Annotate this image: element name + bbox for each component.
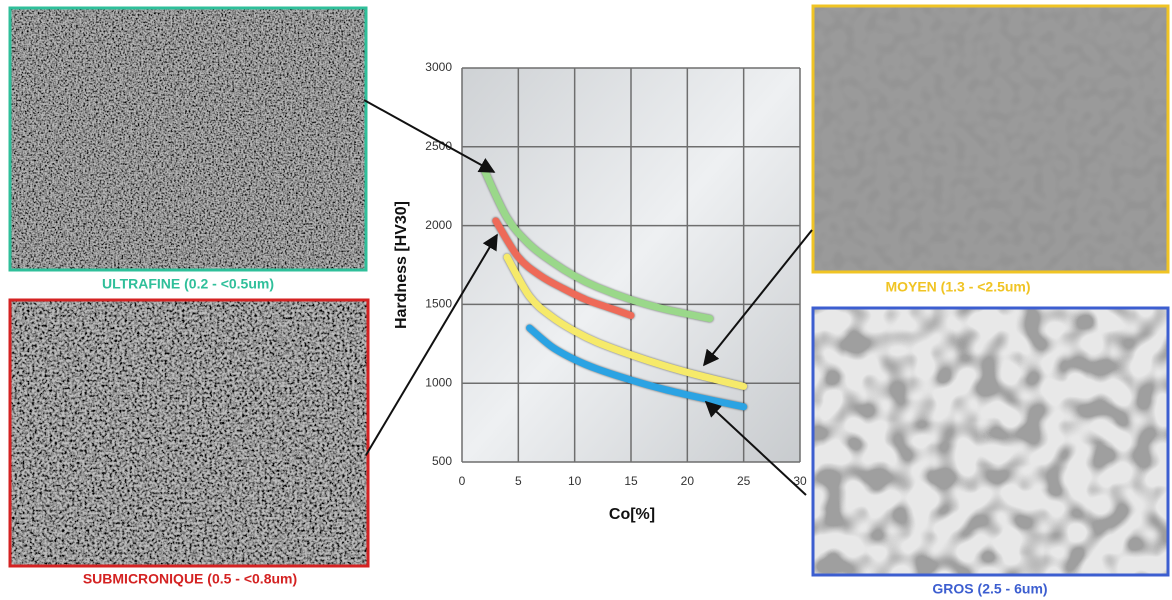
x-tick-label: 10 xyxy=(568,474,582,488)
y-tick-label: 1000 xyxy=(425,375,452,389)
x-tick-label: 5 xyxy=(515,474,522,488)
figure: ULTRAFINE (0.2 - <0.5um) SUBMICRONIQUE (… xyxy=(0,0,1172,600)
x-tick-label: 25 xyxy=(737,474,751,488)
micrograph xyxy=(10,300,368,566)
x-axis-label: Co[%] xyxy=(609,506,655,523)
y-tick-label: 3000 xyxy=(425,60,452,74)
y-tick-label: 500 xyxy=(432,454,452,468)
micrograph xyxy=(813,6,1168,272)
y-tick-label: 1500 xyxy=(425,297,452,311)
x-tick-label: 20 xyxy=(681,474,695,488)
x-tick-label: 0 xyxy=(459,474,466,488)
x-tick-label: 15 xyxy=(624,474,638,488)
panel-label: MOYEN (1.3 - <2.5um) xyxy=(885,279,1030,295)
y-tick-label: 2000 xyxy=(425,218,452,232)
panel-label: SUBMICRONIQUE (0.5 - <0.8um) xyxy=(83,571,297,587)
y-axis-label: Hardness [HV30] xyxy=(393,201,410,329)
micrograph xyxy=(10,8,366,270)
panel-label: ULTRAFINE (0.2 - <0.5um) xyxy=(102,276,274,292)
micrograph xyxy=(813,308,1168,575)
panel-label: GROS (2.5 - 6um) xyxy=(932,581,1047,597)
